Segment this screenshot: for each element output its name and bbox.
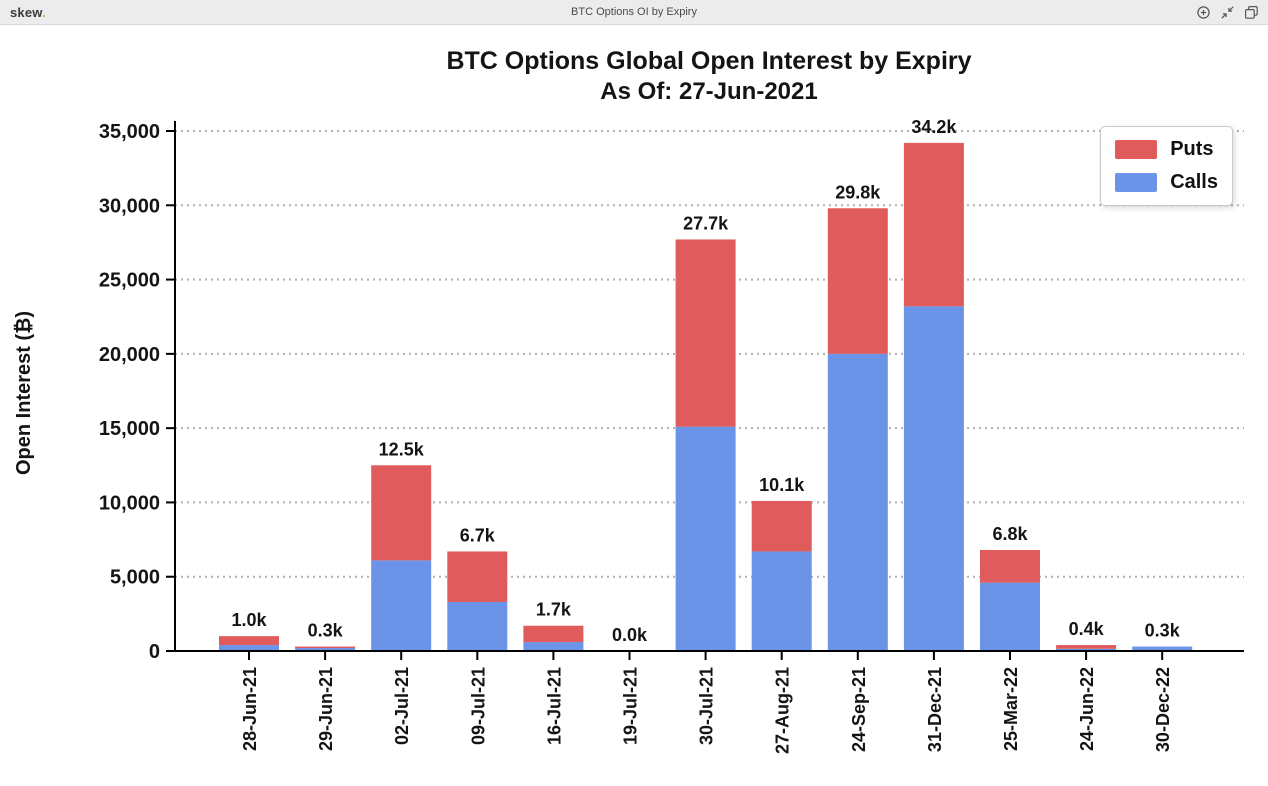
bar-puts-27-Aug-21 [751,500,812,552]
skew-logo-text: skew [10,4,43,20]
y-tick-label: 20,000 [99,344,160,366]
bar-calls-09-Jul-21 [447,601,508,651]
legend: Puts Calls [1100,126,1233,206]
bar-total-label: 6.7k [460,525,496,545]
legend-item-calls[interactable]: Calls [1115,171,1218,194]
bar-puts-24-Sep-21 [827,208,888,354]
bar-puts-28-Jun-21 [219,636,279,646]
bar-puts-29-Jun-21 [295,646,356,649]
circle-plus-icon[interactable] [1196,5,1211,20]
bar-total-label: 0.0k [612,625,648,645]
bar-total-label: 0.3k [308,621,344,641]
bar-calls-30-Jul-21 [675,426,736,651]
bar-total-label: 34.2k [911,117,957,137]
bar-calls-24-Sep-21 [827,353,888,651]
bar-calls-29-Jun-21 [295,648,356,651]
y-tick-label: 0 [149,641,160,663]
legend-label: Calls [1170,171,1218,193]
chart-subtitle: As Of: 27-Jun-2021 [600,77,818,105]
x-tick-label: 31-Dec-21 [925,667,945,752]
titlebar-actions [1196,5,1268,20]
x-tick-label: 16-Jul-21 [544,667,564,745]
chart-title-block: BTC Options Global Open Interest by Expi… [150,46,1268,106]
bar-puts-24-Jun-22 [1056,645,1117,649]
chart-title: BTC Options Global Open Interest by Expi… [446,47,972,75]
y-tick-label: 30,000 [99,195,160,217]
legend-label: Puts [1170,138,1214,160]
bar-puts-02-Jul-21 [371,465,432,561]
legend-swatch-puts [1115,140,1158,159]
skew-logo[interactable]: skew. [0,5,46,20]
legend-swatch-calls [1115,173,1158,192]
bar-puts-30-Jul-21 [675,239,736,427]
bar-calls-28-Jun-21 [219,645,279,651]
bar-total-label: 10.1k [759,475,805,495]
y-tick-label: 10,000 [99,492,160,514]
y-tick-label: 25,000 [99,270,160,292]
duplicate-icon[interactable] [1244,5,1259,20]
x-tick-label: 25-Mar-22 [1001,667,1021,751]
x-tick-label: 24-Sep-21 [849,667,869,752]
bar-puts-31-Dec-21 [903,142,964,307]
bar-total-label: 27.7k [683,213,729,233]
window-title: BTC Options OI by Expiry [571,6,697,18]
bar-total-label: 1.7k [536,600,572,620]
bar-total-label: 1.0k [231,610,267,630]
bar-puts-09-Jul-21 [447,551,508,602]
bar-calls-25-Mar-22 [980,582,1040,651]
chart-panel: BTC Options Global Open Interest by Expi… [0,25,1268,786]
bar-calls-31-Dec-21 [903,306,964,651]
bar-total-label: 6.8k [992,524,1028,544]
x-tick-label: 24-Jun-22 [1077,667,1097,751]
window-titlebar: skew. BTC Options OI by Expiry [0,0,1268,25]
chart-canvas: 1.0k 28-Jun-21 0.3k 29-Jun-21 12.5k 02-Jul-21… [99,117,1244,754]
bar-puts-16-Jul-21 [523,625,584,643]
bar-calls-27-Aug-21 [751,551,812,651]
bar-total-label: 12.5k [379,439,425,459]
y-tick-label: 5,000 [110,567,160,589]
x-tick-label: 29-Jun-21 [316,667,336,751]
bar-calls-02-Jul-21 [371,560,432,651]
x-tick-label: 02-Jul-21 [392,667,412,745]
bar-total-label: 0.3k [1145,621,1181,641]
bar-calls-24-Jun-22 [1056,648,1117,651]
x-tick-label: 19-Jul-21 [621,667,641,745]
bar-total-label: 0.4k [1069,619,1105,639]
x-tick-label: 28-Jun-21 [240,667,260,751]
collapse-icon[interactable] [1220,5,1235,20]
bar-total-label: 29.8k [835,182,881,202]
x-tick-label: 27-Aug-21 [773,667,793,754]
x-tick-label: 30-Jul-21 [697,667,717,745]
legend-item-puts[interactable]: Puts [1115,138,1218,161]
x-tick-label: 09-Jul-21 [468,667,488,745]
x-tick-label: 30-Dec-22 [1153,667,1173,752]
y-tick-label: 15,000 [99,418,160,440]
bar-puts-25-Mar-22 [980,549,1040,583]
y-tick-label: 35,000 [99,121,160,143]
bar-calls-16-Jul-21 [523,642,584,651]
skew-logo-dot: . [42,4,46,20]
bar-calls-30-Dec-22 [1132,646,1193,651]
